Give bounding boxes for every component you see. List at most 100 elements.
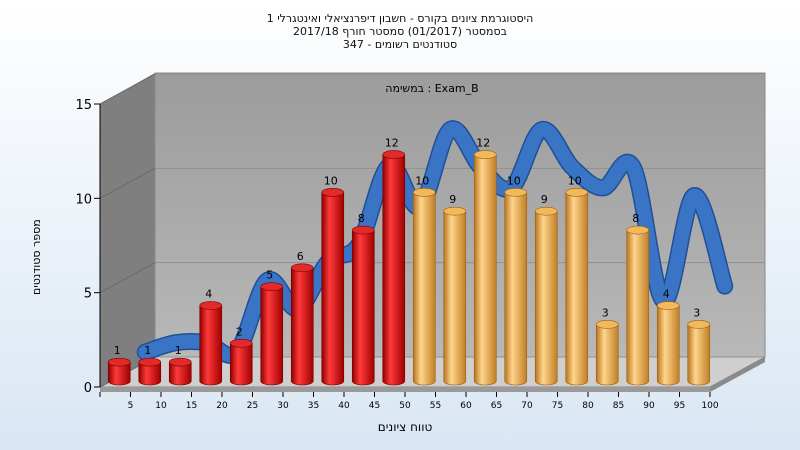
bar-body <box>260 286 284 386</box>
x-tick-label: 15 <box>186 401 197 411</box>
bar-cap <box>260 282 284 291</box>
bar <box>260 282 284 386</box>
x-tick-label: 50 <box>399 401 411 411</box>
bar-body <box>199 305 223 386</box>
data-label: 5 <box>266 269 273 282</box>
side-wall <box>100 73 155 387</box>
bar-cap <box>382 150 406 159</box>
bar <box>473 150 497 386</box>
x-tick-label: 90 <box>643 401 655 411</box>
bar <box>412 188 436 386</box>
bar-body <box>504 192 528 386</box>
bar <box>351 225 375 386</box>
bar-body <box>656 305 680 386</box>
chart-title-line-3: סטודנטים רשומים - 347 <box>342 38 458 51</box>
bar <box>290 263 314 386</box>
bar <box>443 206 467 386</box>
x-tick-label: 35 <box>308 401 319 411</box>
x-tick-label: 70 <box>521 401 533 411</box>
bar-body <box>595 324 619 386</box>
bar-body <box>687 324 711 386</box>
bar-body <box>626 229 650 386</box>
bar-cap <box>199 301 223 310</box>
bar-cap <box>656 301 680 310</box>
bar-cap <box>321 188 345 197</box>
x-tick-label: 25 <box>247 401 258 411</box>
bar-cap <box>351 225 375 235</box>
data-label: 4 <box>663 288 670 301</box>
bar-cap <box>168 357 192 367</box>
data-label: 8 <box>632 212 639 225</box>
data-label: 9 <box>449 193 456 206</box>
bar-body <box>321 192 345 386</box>
bar <box>168 357 192 386</box>
gridline-side <box>99 262 156 294</box>
bar-cap <box>138 357 162 367</box>
bar-cap <box>229 338 253 348</box>
bar-cap <box>626 225 650 235</box>
x-axis-label: טווח ציונים <box>378 420 433 434</box>
bar-body <box>138 361 162 386</box>
gridline-side <box>99 73 156 105</box>
bar <box>504 188 528 386</box>
data-label: 12 <box>385 137 399 150</box>
bar-body <box>565 192 589 386</box>
data-label: 9 <box>541 193 548 206</box>
x-tick-label: 60 <box>460 401 472 411</box>
data-label: 4 <box>205 288 212 301</box>
data-label: 10 <box>415 174 429 187</box>
bar <box>626 225 650 386</box>
x-tick-label: 95 <box>674 401 685 411</box>
bar-cap <box>412 188 436 197</box>
bar <box>199 301 223 386</box>
bar-body <box>382 154 406 386</box>
bar <box>138 357 162 386</box>
y-tick-label: 5 <box>84 287 92 302</box>
data-label: 8 <box>358 212 365 225</box>
data-label: 3 <box>693 306 700 319</box>
data-label: 3 <box>602 306 609 319</box>
data-label: 1 <box>175 344 182 357</box>
bar-cap <box>534 206 558 216</box>
data-label: 6 <box>297 250 304 263</box>
x-tick-label: 100 <box>701 401 718 411</box>
x-tick-label: 30 <box>277 401 289 411</box>
bar-cap <box>290 263 314 273</box>
x-tick-label: 40 <box>338 401 350 411</box>
bar-body <box>290 267 314 386</box>
bar <box>565 188 589 386</box>
bar-body <box>229 342 253 386</box>
y-tick-label: 15 <box>75 98 92 113</box>
bar-cap <box>443 206 467 216</box>
x-tick-label: 80 <box>582 401 594 411</box>
x-tick-label: 10 <box>155 401 167 411</box>
base-front <box>100 387 710 392</box>
bar <box>595 320 619 386</box>
bar <box>534 206 558 386</box>
bar <box>687 320 711 386</box>
bar-body <box>168 361 192 386</box>
bar-body <box>107 361 131 386</box>
data-label: 10 <box>507 174 521 187</box>
chart-title-line-1: היסטוגרמת ציונים בקורס - חשבון דיפרנציאל… <box>266 12 534 25</box>
data-label: 10 <box>568 174 582 187</box>
data-label: 2 <box>236 325 243 338</box>
bar-body <box>412 192 436 386</box>
x-tick-label: 45 <box>369 401 380 411</box>
bar-cap <box>595 320 619 329</box>
bar-body <box>443 210 467 386</box>
y-tick-label: 0 <box>84 381 92 396</box>
data-label: 1 <box>144 344 151 357</box>
bar-cap <box>473 150 497 159</box>
bar <box>107 357 131 386</box>
chart-inner-title: במשימה : Exam_B <box>385 82 478 95</box>
bar <box>656 301 680 386</box>
x-tick-label: 75 <box>552 401 563 411</box>
bar-body <box>473 154 497 386</box>
bar-body <box>534 210 558 386</box>
data-label: 10 <box>324 174 338 187</box>
base-side <box>710 357 765 392</box>
bar <box>229 338 253 386</box>
bar <box>321 188 345 386</box>
